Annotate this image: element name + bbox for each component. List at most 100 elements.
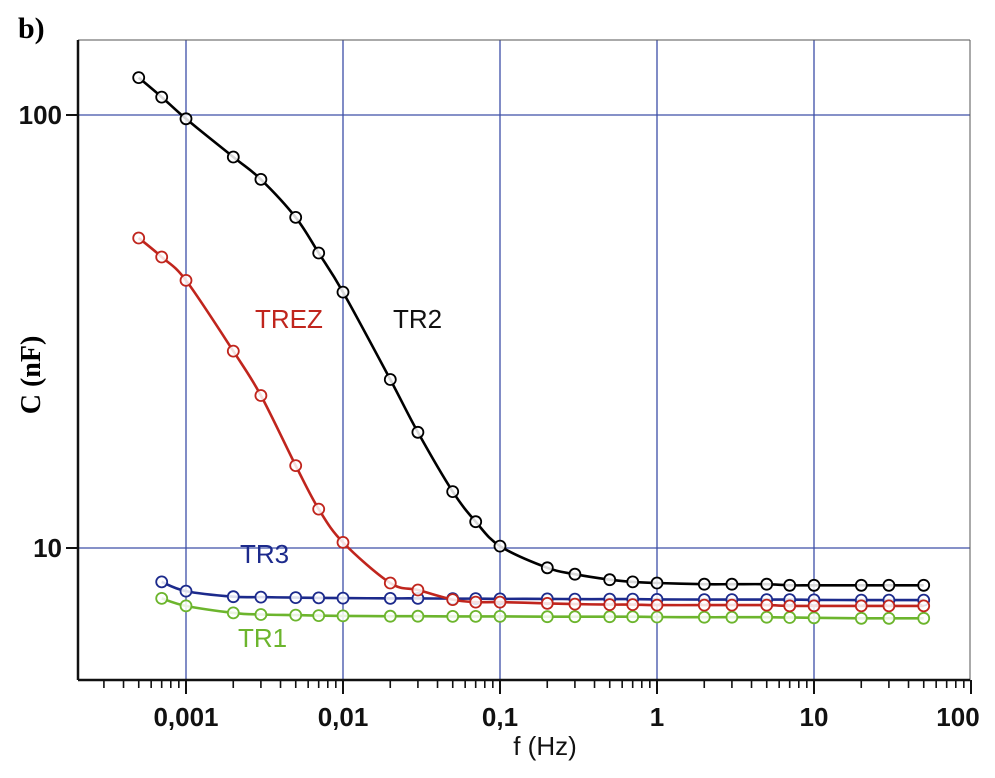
data-point <box>226 606 240 620</box>
data-point <box>179 273 193 287</box>
annotation-tr3: TR3 <box>240 539 289 569</box>
data-point <box>882 578 896 592</box>
data-point <box>760 598 774 612</box>
data-point <box>383 576 397 590</box>
data-point <box>626 598 640 611</box>
data-point <box>411 609 425 623</box>
x-tick-label: 0,01 <box>318 702 369 732</box>
x-tick-label: 0,001 <box>153 702 218 732</box>
x-tick-label: 0,1 <box>482 702 518 732</box>
data-point <box>882 611 896 625</box>
data-point <box>626 575 640 589</box>
data-point <box>603 598 617 611</box>
data-point <box>807 578 821 592</box>
data-point <box>626 610 640 624</box>
data-point <box>312 609 326 622</box>
data-point <box>132 231 146 245</box>
data-point <box>603 610 617 624</box>
x-tick-label: 10 <box>800 702 829 732</box>
y-tick-label: 100 <box>19 100 62 130</box>
data-point <box>179 584 193 598</box>
data-point <box>132 71 146 84</box>
data-point <box>289 591 303 604</box>
series-tr2 <box>132 71 931 592</box>
grid <box>78 40 970 680</box>
data-point <box>254 389 268 402</box>
data-point <box>540 597 554 610</box>
annotation-tr1: TR1 <box>238 623 287 653</box>
data-point <box>336 285 350 299</box>
data-point <box>493 610 507 623</box>
data-point <box>568 567 582 581</box>
data-point <box>336 591 350 605</box>
data-point <box>603 573 617 587</box>
data-point <box>226 344 240 358</box>
data-point <box>226 590 240 604</box>
data-point <box>469 515 483 529</box>
data-point <box>469 610 483 623</box>
x-tick-label: 1 <box>650 702 664 732</box>
data-point <box>650 576 664 590</box>
data-point <box>697 598 711 612</box>
x-axis-label: f (Hz) <box>513 731 577 761</box>
data-point <box>568 597 582 611</box>
data-point <box>254 590 268 604</box>
data-point <box>179 112 193 126</box>
data-point <box>760 610 774 624</box>
data-point <box>807 611 821 625</box>
data-point <box>540 610 554 624</box>
plot-area <box>78 40 970 680</box>
data-point <box>155 592 169 605</box>
data-point <box>155 575 169 589</box>
data-point <box>725 610 739 624</box>
data-point <box>697 577 711 591</box>
data-point <box>650 598 664 612</box>
data-point <box>882 599 896 613</box>
data-point <box>854 611 868 625</box>
data-point <box>854 599 868 613</box>
data-point <box>312 246 326 260</box>
data-point <box>254 608 268 621</box>
data-point <box>917 611 931 625</box>
annotation-trez: TREZ <box>255 304 323 334</box>
data-point <box>917 578 931 592</box>
data-point <box>411 583 425 597</box>
data-point <box>854 578 868 592</box>
data-point <box>155 250 169 264</box>
series-trez <box>132 231 931 613</box>
data-point <box>783 611 797 624</box>
data-point <box>155 90 169 104</box>
plot-background <box>78 40 970 680</box>
panel-label: b) <box>18 12 45 45</box>
data-point <box>917 599 931 613</box>
data-point <box>289 210 303 224</box>
data-point <box>807 599 821 613</box>
data-point <box>469 595 483 609</box>
data-point <box>697 610 711 624</box>
series-tr1 <box>155 592 931 625</box>
data-point <box>312 502 326 516</box>
data-point <box>226 150 240 164</box>
data-point <box>312 591 326 605</box>
data-point <box>336 536 350 549</box>
series-layer <box>132 71 931 625</box>
data-point <box>289 459 303 473</box>
data-point <box>446 593 460 606</box>
y-axis-label: C (nF) <box>16 336 47 415</box>
axes <box>66 39 972 694</box>
data-point <box>254 172 268 186</box>
data-point <box>650 610 664 624</box>
data-point <box>540 561 554 575</box>
series-annotations: TR2 TREZ TR3 TR1 <box>238 304 442 653</box>
data-point <box>568 610 582 624</box>
tick-labels: 0,001 0,01 0,1 1 10 100 10 100 <box>19 100 980 732</box>
data-point <box>446 485 460 499</box>
annotation-tr2: TR2 <box>393 304 442 334</box>
x-tick-label: 100 <box>936 702 979 732</box>
data-point <box>783 599 797 613</box>
data-point <box>336 609 350 623</box>
data-point <box>783 578 797 592</box>
data-point <box>383 609 397 623</box>
data-point <box>725 598 739 612</box>
